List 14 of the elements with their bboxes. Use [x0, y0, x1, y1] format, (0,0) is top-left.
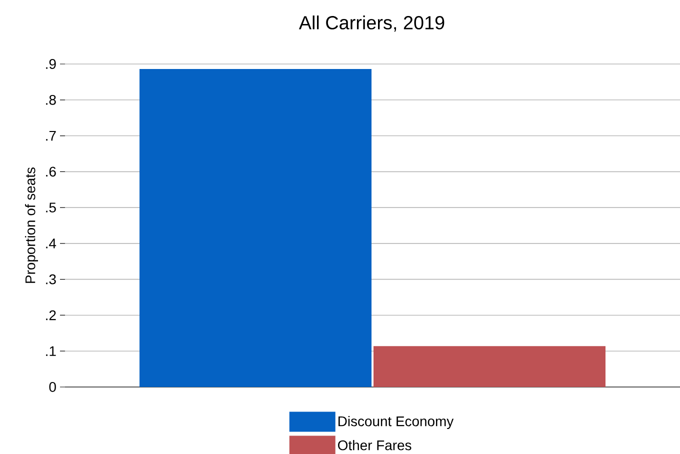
y-tick-label: .9 [46, 59, 56, 69]
y-tick-label: .7 [46, 130, 56, 141]
y-axis-title: Proportion of seats [25, 167, 38, 283]
chart-title: All Carriers, 2019 [298, 16, 444, 32]
y-tick-label: .6 [46, 166, 56, 177]
y-tick-label: .5 [46, 202, 56, 212]
y-tick-label: .4 [46, 238, 56, 248]
y-tick-label: .2 [46, 310, 56, 320]
y-tick-label: .8 [46, 94, 56, 105]
legend-label: Discount Economy [338, 416, 454, 429]
y-tick-label: .3 [46, 274, 56, 284]
y-tick-label: 0 [49, 382, 56, 392]
legend-label: Other Fares [338, 440, 412, 450]
y-tick-label: .1 [46, 346, 56, 356]
